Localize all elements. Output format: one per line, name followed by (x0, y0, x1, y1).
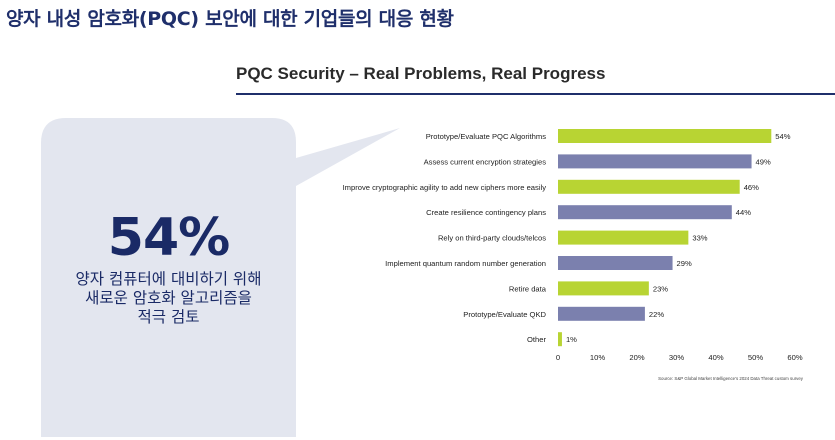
category-label: Rely on third-party clouds/telcos (438, 234, 546, 243)
bar (558, 230, 689, 245)
chart-title: PQC Security – Real Problems, Real Progr… (236, 64, 606, 83)
bar-value-label: 44% (736, 208, 751, 217)
x-tick-label: 40% (708, 353, 723, 362)
callout-line-2: 새로운 암호화 알고리즘을 (85, 289, 252, 307)
x-tick-label: 60% (787, 353, 802, 362)
callout-line-1: 양자 컴퓨터에 대비하기 위해 (75, 270, 262, 288)
callout-bubble-shape (41, 118, 400, 437)
bar-value-label: 1% (566, 335, 577, 344)
bar (558, 205, 732, 220)
bar (558, 179, 740, 194)
category-label: Implement quantum random number generati… (385, 259, 546, 268)
bar-value-label: 33% (692, 234, 707, 243)
category-label: Improve cryptographic agility to add new… (343, 183, 547, 192)
category-label: Create resilience contingency plans (426, 208, 546, 217)
category-label: Retire data (509, 284, 547, 293)
callout-description: 양자 컴퓨터에 대비하기 위해 새로운 암호화 알고리즘을 적극 검토 (41, 270, 296, 327)
bar-value-label: 22% (649, 310, 664, 319)
bar-value-label: 49% (756, 157, 771, 166)
bar (558, 129, 772, 143)
callout-line-3: 적극 검토 (137, 308, 200, 326)
category-label: Assess current encryption strategies (424, 157, 547, 166)
page-heading: 양자 내성 암호화(PQC) 보안에 대한 기업들의 대응 현황 (6, 8, 454, 30)
category-label: Other (527, 335, 546, 344)
bar (558, 306, 645, 321)
title-rule (236, 93, 835, 95)
x-tick-label: 20% (629, 353, 644, 362)
callout-percent: 54% (107, 208, 230, 268)
callout-card: 54% 양자 컴퓨터에 대비하기 위해 새로운 암호화 알고리즘을 적극 검토 (41, 118, 296, 440)
x-tick-label: 0 (556, 353, 560, 362)
source-note: Source: S&P Global Market Intelligence's… (658, 376, 804, 381)
x-tick-label: 10% (590, 353, 605, 362)
bar (558, 332, 562, 347)
x-tick-label: 50% (748, 353, 763, 362)
bar-value-label: 29% (677, 259, 692, 268)
bar (558, 281, 649, 296)
bar (558, 256, 673, 270)
x-tick-label: 30% (669, 353, 684, 362)
category-label: Prototype/Evaluate QKD (463, 310, 546, 319)
bar-value-label: 23% (653, 284, 668, 293)
bar-value-label: 46% (744, 183, 759, 192)
bar-value-label: 54% (775, 132, 790, 141)
bar (558, 154, 752, 169)
category-label: Prototype/Evaluate PQC Algorithms (426, 132, 546, 141)
